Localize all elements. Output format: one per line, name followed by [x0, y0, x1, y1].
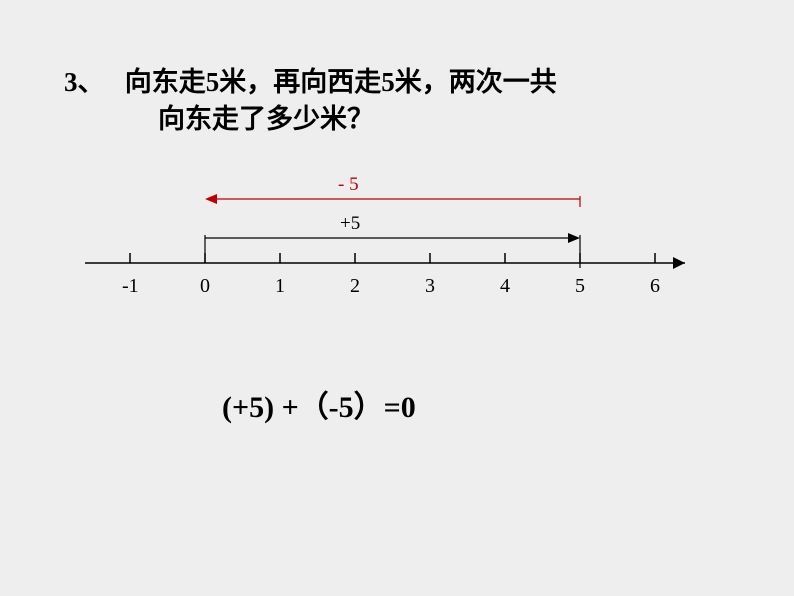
tick-label: 6 [650, 275, 660, 298]
tick-label: 2 [350, 275, 360, 298]
problem-line1: 3、 向东走5米，再向西走5米，两次一共 [64, 60, 557, 99]
problem-number: 3 [64, 67, 78, 97]
tick-label: 0 [200, 275, 210, 298]
tick-label: -1 [122, 275, 139, 298]
tick-label: 5 [575, 275, 585, 298]
tick-label: 1 [275, 275, 285, 298]
separator: 、 [78, 67, 105, 97]
tick-label: 4 [500, 275, 510, 298]
problem-line2: 向东走了多少米？ [158, 97, 374, 136]
plus5-label: +5 [340, 213, 360, 235]
minus5-label: - 5 [338, 174, 359, 196]
number-line-diagram: -1 0 1 2 3 4 5 6 +5 - 5 [85, 175, 695, 295]
diagram-svg [85, 175, 695, 295]
tick-label: 3 [425, 275, 435, 298]
equation: (+5) +（-5）=0 [222, 382, 416, 426]
